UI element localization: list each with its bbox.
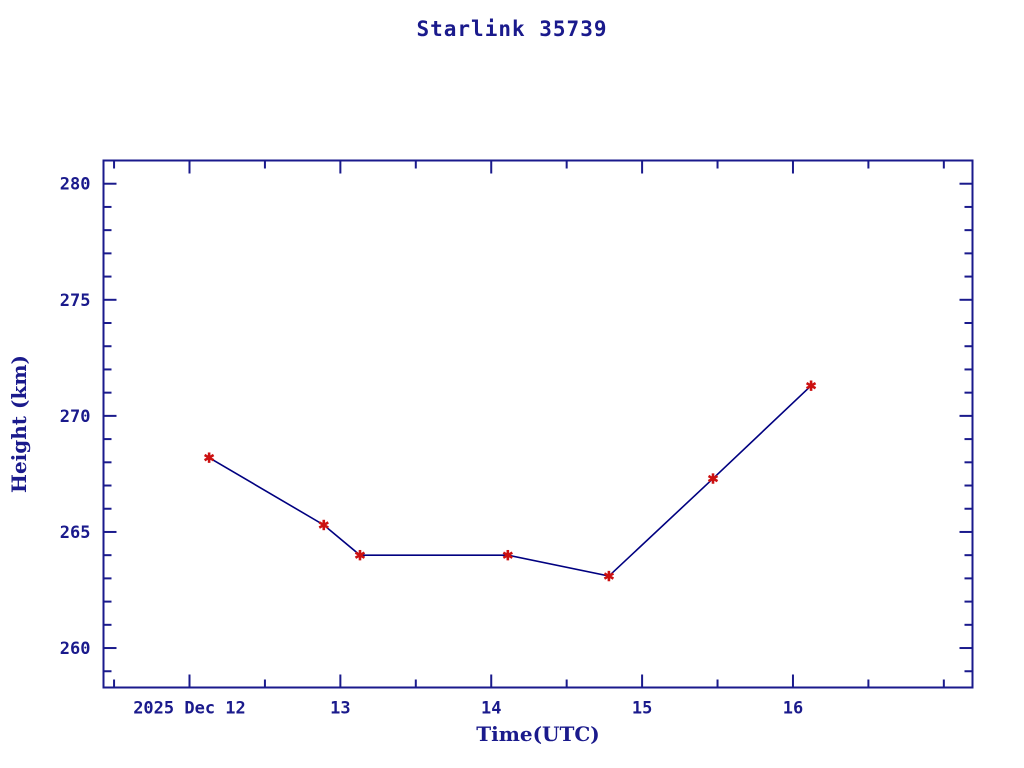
x-tick-label: 14 (481, 699, 501, 719)
y-tick-label: 280 (60, 175, 91, 195)
y-tick-label: 275 (60, 291, 91, 311)
y-axis-title: Height (km) (7, 355, 31, 493)
plot-frame (102, 159, 974, 689)
data-point-marker (603, 570, 615, 582)
y-tick-label: 260 (60, 639, 91, 659)
data-point-marker (502, 549, 513, 561)
x-tick-label: 2025 Dec 12 (133, 699, 246, 719)
data-point-marker (203, 452, 215, 463)
x-axis-ticks (113, 160, 945, 688)
data-point-marker (354, 549, 366, 561)
data-point-marker (318, 519, 329, 531)
y-tick-label: 270 (60, 407, 91, 427)
x-tick-label: 16 (783, 699, 803, 719)
x-axis-tick-labels: 2025 Dec 12 13 14 15 16 (133, 699, 803, 719)
x-tick-label: 15 (632, 699, 652, 719)
data-point-marker (805, 380, 817, 391)
data-series-markers (203, 380, 817, 582)
y-axis-ticks (103, 159, 973, 673)
y-tick-label: 265 (60, 523, 91, 543)
y-axis-tick-labels: 260 265 270 275 280 (60, 175, 91, 659)
data-point-marker (707, 473, 719, 484)
x-axis-title: Time(UTC) (476, 722, 600, 746)
data-series-line (208, 385, 812, 577)
page-title: Starlink 35739 (416, 17, 608, 41)
x-tick-label: 13 (330, 699, 350, 719)
